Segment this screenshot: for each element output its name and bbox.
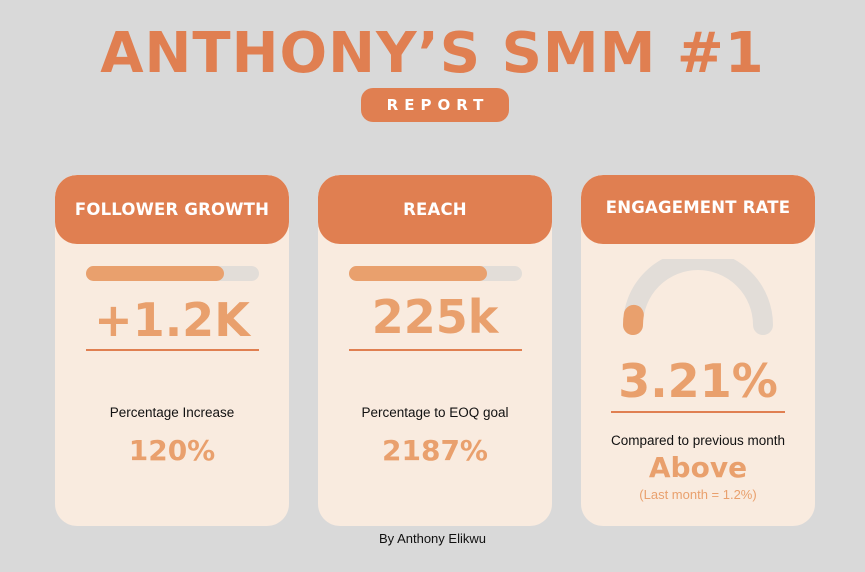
reach-divider bbox=[349, 349, 522, 351]
page-title: ANTHONY’S SMM #1 bbox=[100, 21, 765, 86]
follower-growth-percentage: 120% bbox=[128, 434, 216, 467]
engagement-rate-caption: Compared to previous month bbox=[610, 433, 786, 448]
reach-progress-fill bbox=[349, 266, 488, 281]
engagement-last-month-note: (Last month = 1.2%) bbox=[639, 487, 757, 502]
reach-caption: Percentage to EOQ goal bbox=[361, 405, 509, 420]
engagement-rate-value: 3.21% bbox=[618, 354, 778, 408]
engagement-rate-heading: ENGAGEMENT RATE bbox=[581, 175, 815, 244]
reach-progress-track bbox=[349, 266, 522, 281]
engagement-gauge-fill bbox=[623, 304, 644, 335]
follower-growth-heading: FOLLOWER GROWTH bbox=[55, 175, 289, 244]
engagement-comparison: Above bbox=[648, 451, 748, 484]
follower-growth-progress-fill bbox=[86, 266, 225, 281]
follower-growth-caption: Percentage Increase bbox=[109, 405, 235, 420]
follower-growth-divider bbox=[86, 349, 259, 351]
follower-growth-value: +1.2K bbox=[94, 293, 250, 347]
engagement-gauge-track bbox=[623, 259, 773, 335]
report-badge: REPORT bbox=[361, 88, 509, 122]
follower-growth-card: FOLLOWER GROWTH +1.2K Percentage Increas… bbox=[55, 175, 289, 526]
engagement-rate-divider bbox=[611, 411, 785, 413]
follower-growth-progress-track bbox=[86, 266, 259, 281]
reach-heading: REACH bbox=[318, 175, 552, 244]
engagement-rate-card: ENGAGEMENT RATE 3.21% Compared to previo… bbox=[581, 175, 815, 526]
byline: By Anthony Elikwu bbox=[379, 531, 486, 546]
engagement-gauge bbox=[623, 259, 773, 335]
reach-card: REACH 225k Percentage to EOQ goal 2187% bbox=[318, 175, 552, 526]
reach-percentage: 2187% bbox=[382, 434, 488, 467]
reach-value: 225k bbox=[371, 290, 499, 344]
